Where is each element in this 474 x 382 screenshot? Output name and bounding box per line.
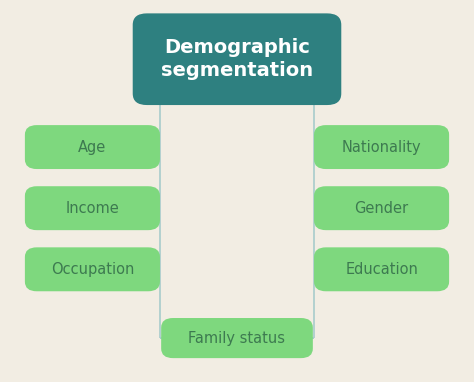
FancyBboxPatch shape xyxy=(25,186,160,230)
FancyBboxPatch shape xyxy=(314,248,449,291)
FancyBboxPatch shape xyxy=(314,186,449,230)
FancyBboxPatch shape xyxy=(25,125,160,169)
Text: Occupation: Occupation xyxy=(51,262,134,277)
Text: Age: Age xyxy=(78,139,107,155)
FancyBboxPatch shape xyxy=(314,125,449,169)
Text: Nationality: Nationality xyxy=(342,139,421,155)
Text: Income: Income xyxy=(65,201,119,216)
FancyBboxPatch shape xyxy=(25,248,160,291)
FancyBboxPatch shape xyxy=(161,318,313,358)
Text: Family status: Family status xyxy=(189,330,285,346)
FancyBboxPatch shape xyxy=(133,13,341,105)
Text: Gender: Gender xyxy=(355,201,409,216)
Text: Education: Education xyxy=(345,262,418,277)
Text: Demographic
segmentation: Demographic segmentation xyxy=(161,38,313,80)
